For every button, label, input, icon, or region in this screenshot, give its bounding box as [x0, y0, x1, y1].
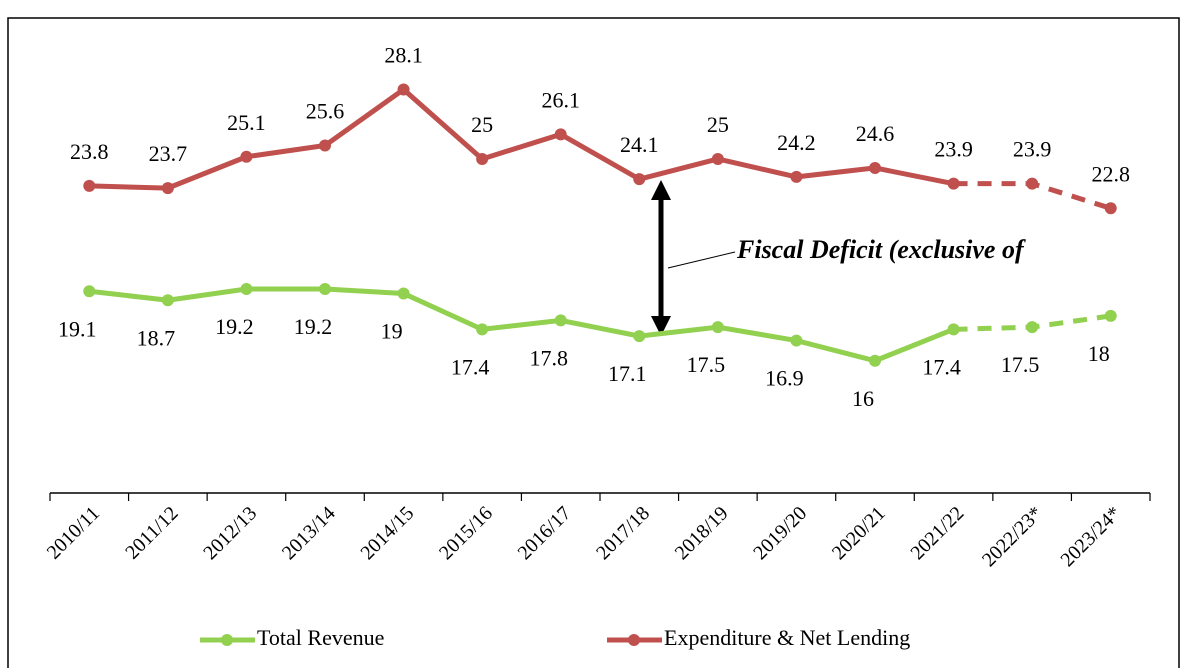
data-label: 18.7	[137, 325, 176, 350]
point	[947, 323, 960, 336]
data-label: 18	[1088, 341, 1110, 366]
x-tick-label: 2011/12	[121, 502, 182, 563]
point	[790, 334, 803, 347]
chart-border	[7, 17, 1180, 668]
point	[633, 330, 646, 343]
x-tick-label: 2017/18	[592, 502, 654, 564]
data-label: 24.6	[856, 121, 895, 146]
data-label: 25	[707, 112, 729, 137]
point	[240, 283, 253, 296]
data-label: 16.9	[765, 366, 804, 391]
data-label: 17.5	[687, 352, 726, 377]
x-tick-label: 2021/22	[906, 502, 968, 564]
data-label: 23.8	[70, 139, 109, 164]
x-tick-label: 2010/11	[43, 502, 104, 563]
x-tick-label: 2016/17	[514, 502, 576, 564]
data-label: 25	[471, 112, 493, 137]
legend-marker	[221, 634, 233, 646]
point	[1026, 177, 1039, 190]
data-label: 17.8	[529, 345, 568, 370]
legend-marker	[628, 634, 640, 646]
annotation: Fiscal Deficit (exclusive of	[736, 235, 1026, 264]
x-tick-label: 2013/14	[278, 502, 340, 564]
point	[869, 354, 881, 367]
point	[633, 173, 646, 186]
data-label: 19.2	[294, 314, 333, 339]
point	[1104, 309, 1117, 322]
data-label: 23.9	[1013, 137, 1052, 162]
data-label: 25.6	[306, 99, 345, 124]
data-label: 17.4	[922, 354, 961, 379]
point	[476, 152, 489, 165]
series-line	[89, 86, 955, 191]
point	[476, 323, 489, 336]
point	[554, 128, 567, 141]
x-tick-label: 2018/19	[671, 502, 733, 564]
point	[240, 150, 253, 163]
data-label: 26.1	[541, 87, 580, 112]
point	[711, 152, 724, 165]
legend-label: Total Revenue	[257, 625, 384, 650]
legend-label: Expenditure & Net Lending	[664, 625, 910, 650]
x-tick-label: 2019/20	[749, 502, 811, 564]
point	[711, 321, 724, 334]
data-label: 24.2	[777, 130, 816, 155]
x-tick-label: 2023/24*	[1057, 502, 1126, 571]
point	[83, 179, 96, 192]
data-label: 17.5	[1001, 352, 1040, 377]
point	[319, 283, 331, 296]
x-tick-label: 2014/15	[356, 502, 418, 564]
annotation-leader	[667, 251, 736, 269]
data-label: 16	[852, 386, 874, 411]
x-tick-label: 2020/21	[828, 502, 890, 564]
point	[161, 294, 174, 307]
data-label: 25.1	[227, 110, 266, 135]
point	[947, 177, 960, 190]
data-label: 23.9	[934, 137, 973, 162]
data-label: 17.1	[608, 361, 647, 386]
x-tick-label: 2012/13	[199, 502, 261, 564]
point	[869, 161, 881, 174]
data-label: 19.1	[58, 316, 97, 341]
x-tick-label: 2022/23*	[978, 502, 1047, 571]
data-label: 19.2	[215, 314, 254, 339]
point	[1104, 202, 1117, 215]
point	[397, 287, 410, 300]
point	[554, 314, 567, 327]
point	[397, 83, 410, 96]
point	[319, 139, 331, 152]
point	[83, 285, 96, 298]
series-line	[89, 286, 955, 364]
data-label: 17.4	[451, 354, 490, 379]
data-label: 22.8	[1091, 161, 1130, 186]
point	[790, 170, 803, 183]
point	[1026, 321, 1039, 334]
data-label: 19	[381, 319, 403, 344]
data-label: 24.1	[620, 132, 659, 157]
data-label: 28.1	[384, 43, 423, 68]
x-tick-label: 2015/16	[435, 502, 497, 564]
data-label: 23.7	[149, 141, 188, 166]
point	[161, 182, 174, 195]
